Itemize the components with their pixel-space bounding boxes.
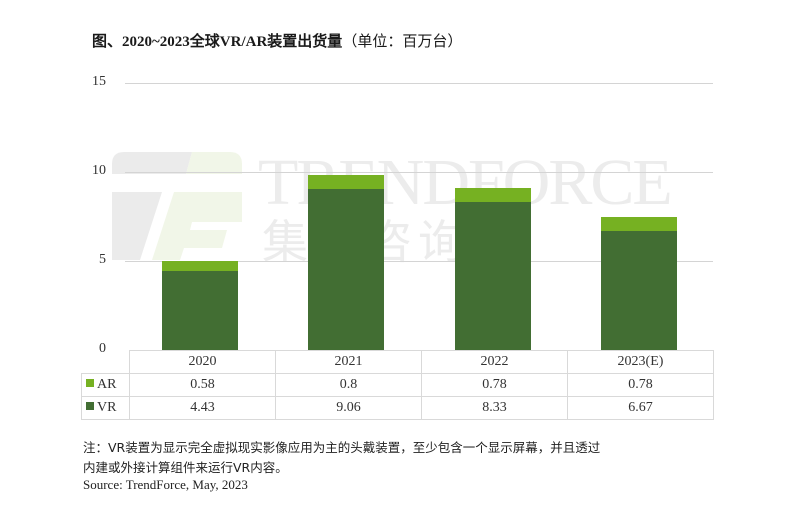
bar-ar-2021	[308, 174, 384, 189]
table-header-cell: 2021	[275, 350, 422, 374]
table-corner	[81, 350, 130, 374]
data-table: 2020 2021 2022 2023(E) AR 0.58 0.8 0.78 …	[81, 350, 714, 420]
y-tick-0: 0	[99, 341, 106, 356]
table-header-cell: 2022	[421, 350, 568, 374]
gridline-10	[125, 172, 713, 173]
bar-vr-2023(E)	[601, 231, 677, 350]
legend-swatch-ar-icon	[86, 379, 94, 387]
gridline-15	[125, 83, 713, 84]
bar-ar-2020	[162, 260, 238, 272]
chart-title-unit: （单位：百万台）	[342, 34, 463, 50]
gridline-5	[125, 261, 713, 262]
y-tick-10: 10	[92, 163, 106, 178]
bar-vr-2022	[455, 201, 531, 350]
table-cell: 4.43	[129, 396, 276, 420]
trendforce-logo-watermark-icon	[112, 152, 242, 260]
legend-label: AR	[97, 377, 117, 392]
table-cell: 0.78	[421, 373, 568, 397]
table-header-cell: 2020	[129, 350, 276, 374]
legend-swatch-vr-icon	[86, 402, 94, 410]
table-header-row: 2020 2021 2022 2023(E)	[81, 350, 714, 374]
table-cell: 8.33	[421, 396, 568, 420]
chart-title: 图、2020~2023全球VR/AR装置出货量（单位：百万台）	[92, 30, 462, 51]
legend-label: VR	[97, 400, 117, 415]
table-row: VR 4.43 9.06 8.33 6.67	[81, 396, 714, 420]
table-cell: 0.78	[567, 373, 714, 397]
table-cell: 0.58	[129, 373, 276, 397]
table-cell: 9.06	[275, 396, 422, 420]
bar-ar-2022	[455, 187, 531, 202]
y-tick-15: 15	[92, 74, 106, 89]
chart-title-main: 图、2020~2023全球VR/AR装置出货量	[92, 34, 343, 50]
source-note: Source: TrendForce, May, 2023	[83, 477, 248, 492]
y-tick-5: 5	[99, 252, 106, 267]
bar-vr-2021	[308, 188, 384, 350]
bar-ar-2023(E)	[601, 217, 677, 232]
footnote-line-2: 内建或外接计算组件来运行VR内容。	[83, 460, 288, 475]
bar-vr-2020	[162, 271, 238, 350]
table-header-cell: 2023(E)	[567, 350, 714, 374]
table-row: AR 0.58 0.8 0.78 0.78	[81, 373, 714, 397]
legend-vr: VR	[81, 396, 130, 420]
table-cell: 6.67	[567, 396, 714, 420]
table-cell: 0.8	[275, 373, 422, 397]
footnote-line-1: 注：VR装置为显示完全虚拟现实影像应用为主的头戴装置，至少包含一个显示屏幕，并且…	[83, 440, 601, 455]
legend-ar: AR	[81, 373, 130, 397]
